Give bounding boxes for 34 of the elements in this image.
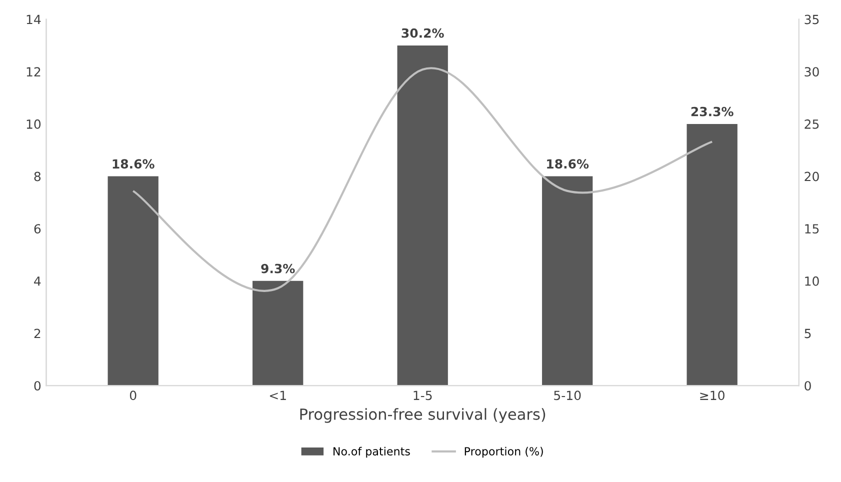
legend-label: Proportion (%) — [464, 446, 543, 458]
bar — [542, 176, 593, 386]
y-tick-label: 14 — [26, 14, 41, 24]
x-tick-label: <1 — [270, 390, 286, 400]
bar — [108, 176, 158, 386]
bar — [252, 280, 304, 386]
y2-tick-label: 30 — [804, 67, 819, 77]
y2-tick-label: 20 — [804, 172, 819, 182]
y2-tick-label: 35 — [804, 14, 819, 24]
y2-tick-label: 0 — [804, 381, 811, 391]
data-label: 18.6% — [112, 159, 154, 169]
x-tick-label: 5-10 — [554, 390, 581, 400]
legend-label: No.of patients — [334, 446, 410, 458]
y-tick-label: 0 — [34, 381, 41, 391]
data-label: 18.6% — [547, 159, 589, 169]
y-tick-label: 12 — [26, 67, 40, 76]
y-tick-label: 4 — [34, 276, 41, 286]
y2-tick-label: 25 — [804, 119, 819, 129]
data-label: 30.2% — [402, 28, 444, 38]
x-tick-label: ≥10 — [700, 390, 724, 400]
data-label: 23.3% — [691, 106, 734, 116]
y2-tick-label: 15 — [805, 224, 819, 234]
bar — [397, 45, 448, 386]
y-tick-label: 6 — [34, 224, 41, 234]
data-label: 9.3% — [261, 264, 295, 274]
bar — [686, 124, 738, 386]
y-tick-label: 10 — [26, 119, 41, 129]
x-axis-title: Progression-free survival (years) — [300, 408, 546, 423]
x-tick-label: 0 — [130, 390, 136, 400]
x-tick-label: 1-5 — [414, 390, 432, 400]
y-tick-label: 2 — [34, 328, 40, 338]
y2-tick-label: 10 — [805, 276, 819, 286]
y-tick-label: 8 — [34, 172, 41, 182]
y2-tick-label: 5 — [804, 328, 811, 338]
